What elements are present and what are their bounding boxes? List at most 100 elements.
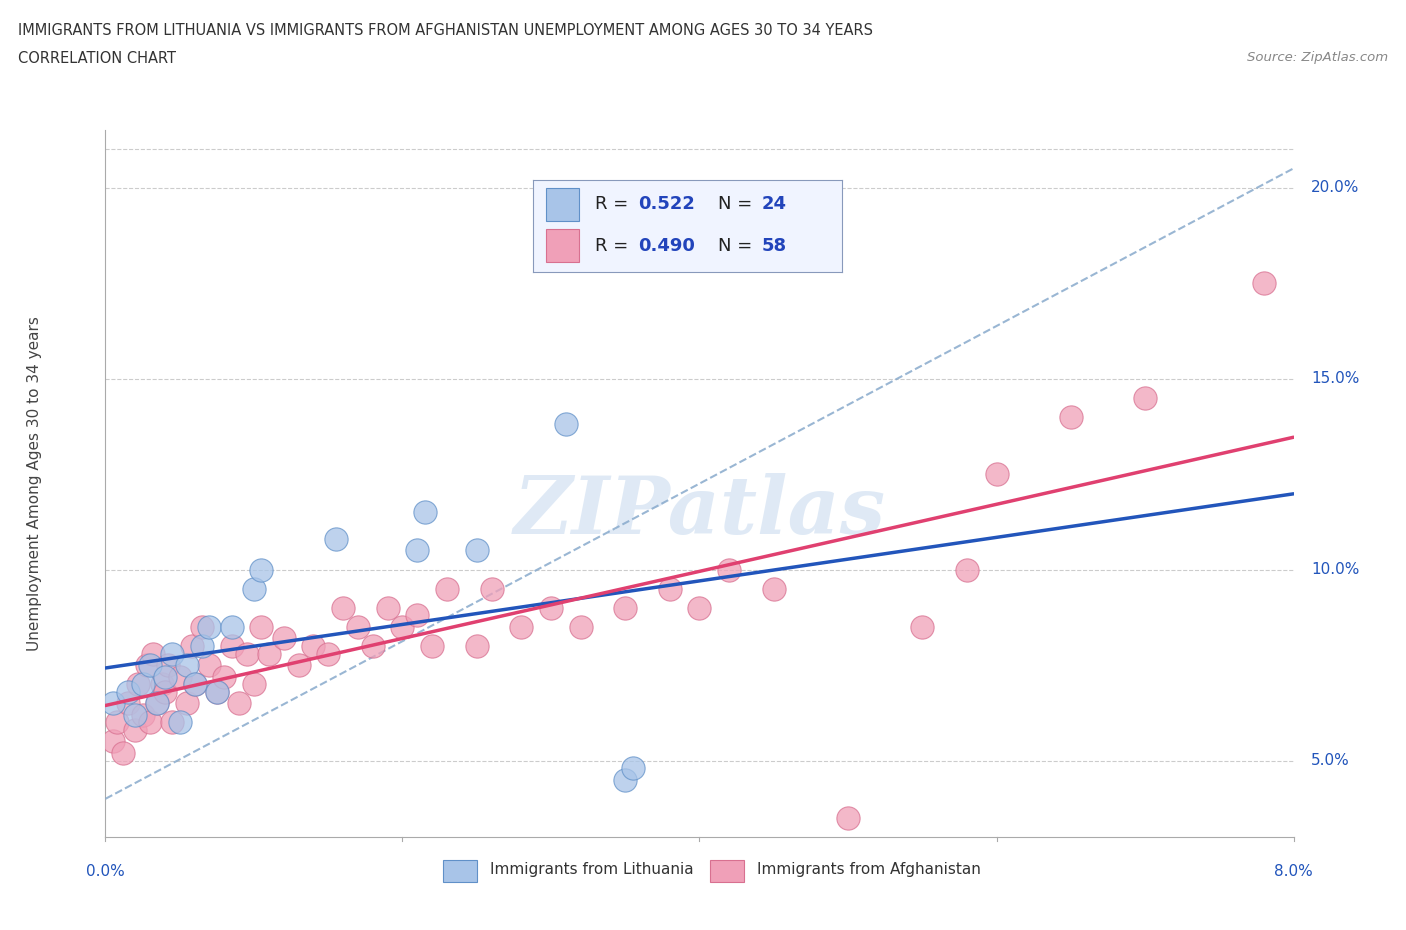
Text: 24: 24 — [762, 195, 787, 214]
Text: 0.0%: 0.0% — [86, 864, 125, 879]
Point — [124, 708, 146, 723]
Point — [377, 601, 399, 616]
Text: 5.0%: 5.0% — [1312, 753, 1350, 768]
Point — [837, 810, 859, 825]
Point — [176, 696, 198, 711]
Text: 20.0%: 20.0% — [1312, 180, 1360, 195]
Point — [146, 696, 169, 711]
Text: Immigrants from Afghanistan: Immigrants from Afghanistan — [756, 862, 981, 877]
Point — [406, 543, 429, 558]
Point — [420, 639, 443, 654]
Point — [139, 658, 162, 672]
Point — [316, 646, 339, 661]
Point — [243, 581, 266, 596]
Point — [228, 696, 250, 711]
Text: N =: N = — [718, 195, 758, 214]
Point — [621, 761, 644, 776]
Point — [332, 601, 354, 616]
Point — [614, 772, 637, 787]
Point — [273, 631, 295, 645]
Point — [436, 581, 458, 596]
Point — [347, 619, 370, 634]
Point — [191, 639, 214, 654]
Point — [101, 734, 124, 749]
FancyBboxPatch shape — [443, 860, 477, 882]
Text: 10.0%: 10.0% — [1312, 562, 1360, 577]
Point — [205, 684, 228, 699]
FancyBboxPatch shape — [546, 188, 579, 221]
Point — [150, 677, 173, 692]
Point — [1060, 409, 1083, 424]
Point — [105, 715, 128, 730]
Point — [1253, 275, 1275, 290]
Text: ZIPatlas: ZIPatlas — [513, 473, 886, 551]
Point — [406, 608, 429, 623]
Text: 0.490: 0.490 — [638, 237, 695, 255]
Text: Unemployment Among Ages 30 to 34 years: Unemployment Among Ages 30 to 34 years — [27, 316, 42, 651]
Point — [124, 723, 146, 737]
Point — [169, 715, 191, 730]
Point — [162, 646, 184, 661]
Point — [235, 646, 257, 661]
Point — [176, 658, 198, 672]
Point — [302, 639, 325, 654]
Text: N =: N = — [718, 237, 758, 255]
Text: 8.0%: 8.0% — [1274, 864, 1313, 879]
Point — [287, 658, 309, 672]
Point — [153, 669, 176, 684]
Text: 15.0%: 15.0% — [1312, 371, 1360, 386]
Point — [221, 619, 243, 634]
Point — [221, 639, 243, 654]
Point — [198, 619, 221, 634]
Point — [911, 619, 934, 634]
Point — [465, 639, 488, 654]
Point — [614, 601, 637, 616]
Point — [146, 696, 169, 711]
Point — [131, 677, 153, 692]
Point — [361, 639, 384, 654]
Point — [718, 562, 741, 577]
Point — [156, 658, 179, 672]
Point — [139, 715, 162, 730]
Point — [658, 581, 681, 596]
Point — [569, 619, 592, 634]
Point — [136, 658, 159, 672]
Text: R =: R = — [595, 237, 634, 255]
Point — [131, 708, 153, 723]
Point — [391, 619, 413, 634]
Point — [956, 562, 979, 577]
Point — [142, 646, 165, 661]
Point — [180, 639, 202, 654]
Point — [169, 669, 191, 684]
Point — [465, 543, 488, 558]
Point — [117, 684, 139, 699]
Point — [325, 532, 347, 547]
Point — [1133, 391, 1156, 405]
Text: CORRELATION CHART: CORRELATION CHART — [18, 51, 176, 66]
Point — [214, 669, 236, 684]
Point — [986, 467, 1008, 482]
Point — [762, 581, 785, 596]
Text: 58: 58 — [762, 237, 787, 255]
Text: Immigrants from Lithuania: Immigrants from Lithuania — [491, 862, 695, 877]
Point — [243, 677, 266, 692]
Point — [250, 619, 273, 634]
Point — [540, 601, 562, 616]
Text: R =: R = — [595, 195, 634, 214]
Text: IMMIGRANTS FROM LITHUANIA VS IMMIGRANTS FROM AFGHANISTAN UNEMPLOYMENT AMONG AGES: IMMIGRANTS FROM LITHUANIA VS IMMIGRANTS … — [18, 23, 873, 38]
FancyBboxPatch shape — [710, 860, 744, 882]
Point — [413, 505, 436, 520]
Text: 0.522: 0.522 — [638, 195, 695, 214]
Point — [183, 677, 205, 692]
Point — [510, 619, 533, 634]
Point — [250, 562, 273, 577]
Point — [153, 684, 176, 699]
Point — [191, 619, 214, 634]
Point — [257, 646, 280, 661]
Point — [481, 581, 503, 596]
Point — [183, 677, 205, 692]
Point — [689, 601, 711, 616]
Point — [162, 715, 184, 730]
Point — [554, 417, 576, 432]
Text: Source: ZipAtlas.com: Source: ZipAtlas.com — [1247, 51, 1388, 64]
